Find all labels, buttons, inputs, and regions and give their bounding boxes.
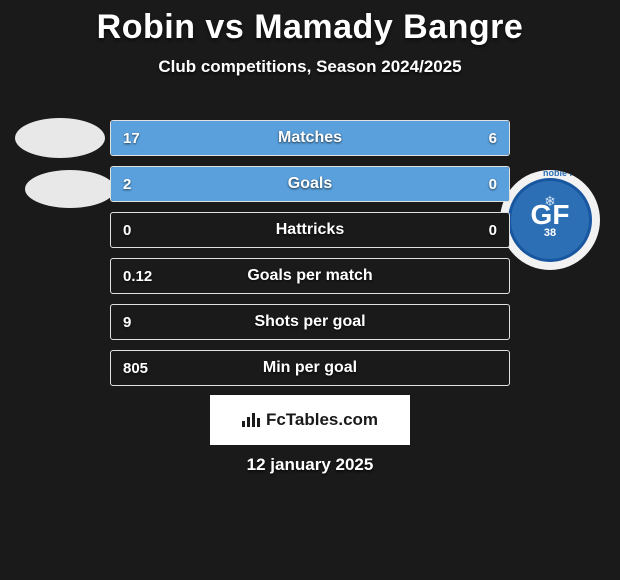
stat-label: Shots per goal [111, 305, 509, 339]
right-club-number: 38 [544, 227, 556, 239]
stat-row: 0.12Goals per match [110, 258, 510, 294]
stat-label: Min per goal [111, 351, 509, 385]
stat-row: 176Matches [110, 120, 510, 156]
right-club-logo: noble Fc ❄ GF 38 [500, 170, 600, 270]
attribution-text: FcTables.com [266, 410, 378, 430]
page-title: Robin vs Mamady Bangre [0, 0, 620, 47]
date-label: 12 january 2025 [0, 455, 620, 475]
stat-row: 00Hattricks [110, 212, 510, 248]
stat-row: 20Goals [110, 166, 510, 202]
subtitle: Club competitions, Season 2024/2025 [0, 57, 620, 77]
comparison-card: Robin vs Mamady Bangre Club competitions… [0, 0, 620, 580]
snowflake-icon: ❄ [544, 193, 556, 210]
stat-label: Matches [111, 121, 509, 155]
bar-chart-icon [242, 413, 260, 427]
stat-label: Goals per match [111, 259, 509, 293]
stat-label: Hattricks [111, 213, 509, 247]
stat-label: Goals [111, 167, 509, 201]
left-crest-1 [15, 118, 105, 158]
left-crest-2 [25, 170, 115, 208]
stat-row: 805Min per goal [110, 350, 510, 386]
stats-bars: 176Matches 20Goals 00Hattricks 0.12Goals pe… [110, 120, 510, 396]
attribution-badge: FcTables.com [210, 395, 410, 445]
right-club-inner: ❄ GF 38 [508, 178, 592, 262]
stat-row: 9Shots per goal [110, 304, 510, 340]
right-club-ring-text: noble Fc [543, 170, 580, 178]
